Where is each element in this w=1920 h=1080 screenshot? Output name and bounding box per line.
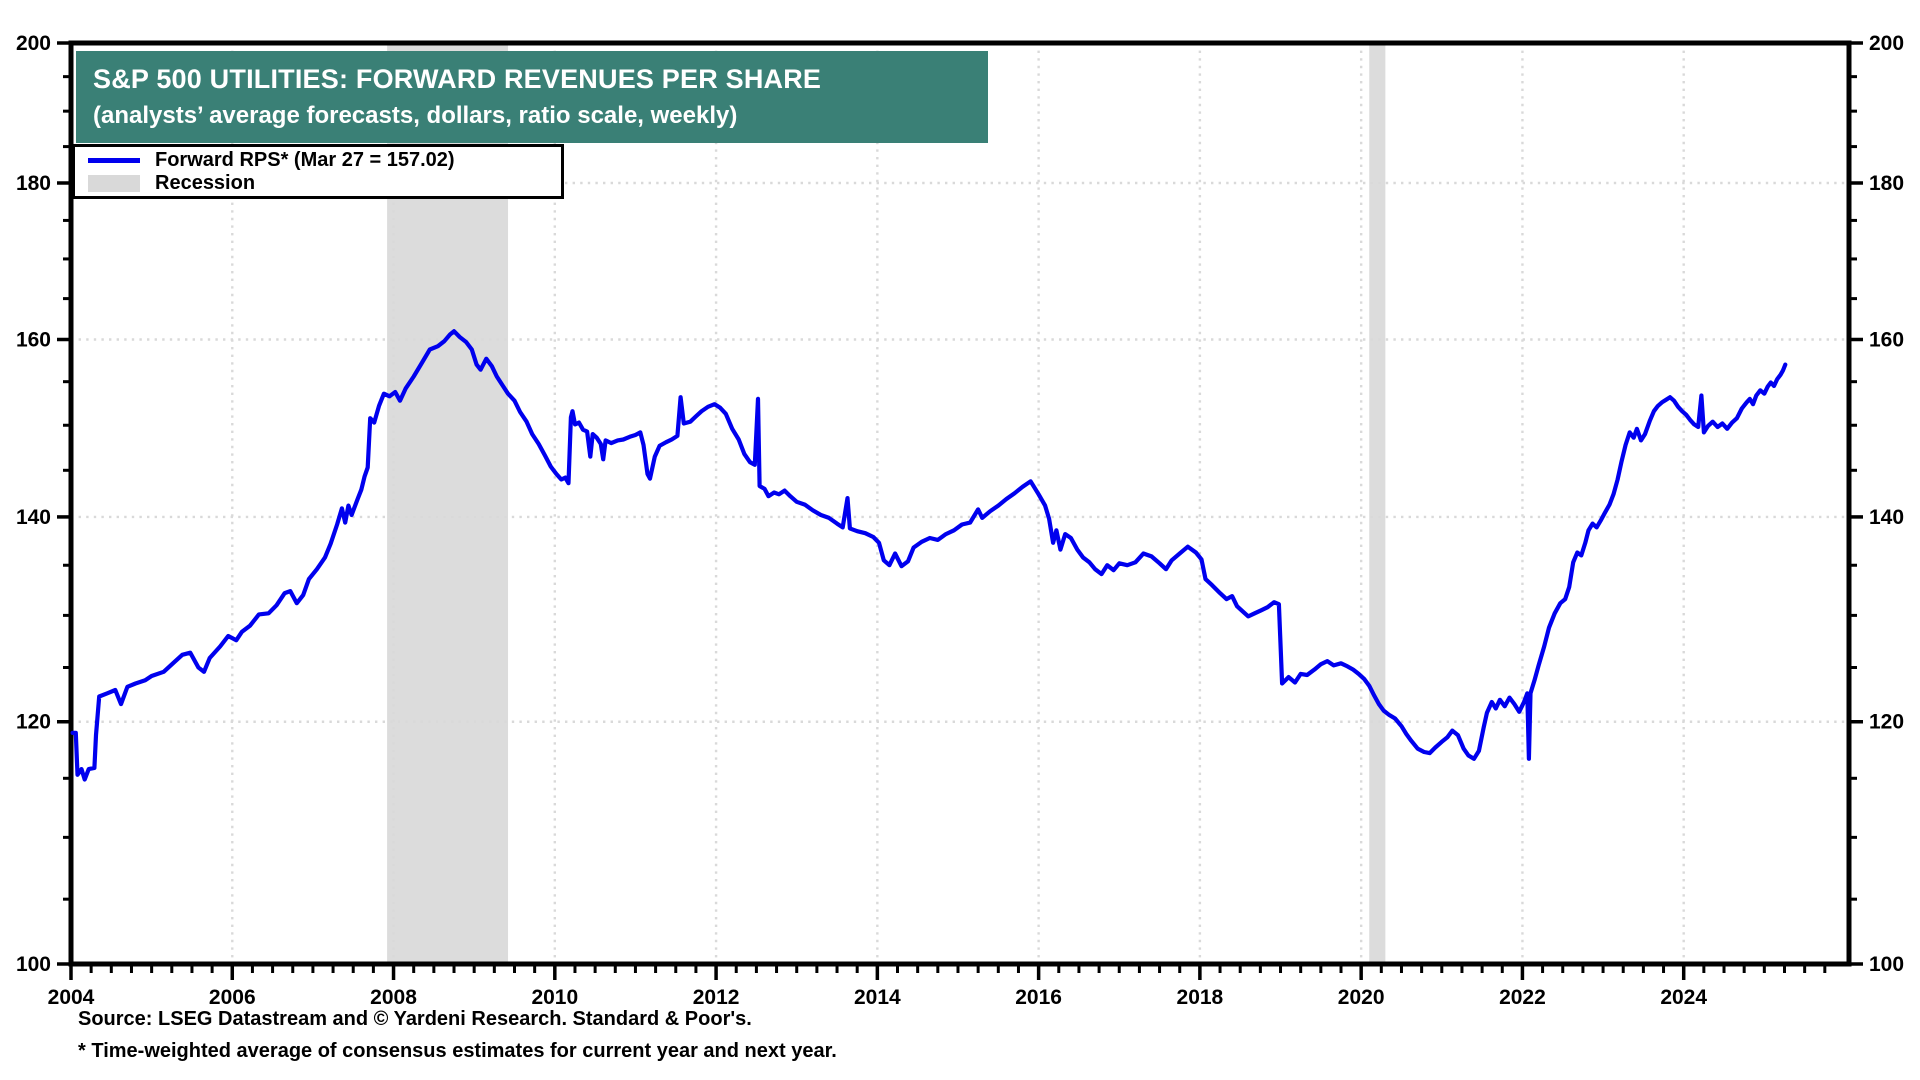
x-axis-label: 2004 (48, 986, 95, 1009)
y-axis-label-left: 160 (16, 328, 51, 351)
recession-band (1369, 43, 1386, 964)
y-axis-label-right: 120 (1869, 711, 1904, 734)
x-axis-label: 2024 (1660, 986, 1707, 1009)
source-note: Source: LSEG Datastream and © Yardeni Re… (78, 1008, 752, 1030)
plot-frame (68, 40, 1852, 967)
y-axis-label-left: 100 (16, 953, 51, 976)
forward-rps-line (70, 329, 1788, 782)
page-title: S&P 500 UTILITIES: FORWARD REVENUES PER … (93, 64, 822, 94)
recession-band-swatch (88, 174, 140, 192)
y-axis-label-left: 200 (16, 32, 51, 55)
footnote: * Time-weighted average of consensus est… (78, 1040, 837, 1062)
x-axis-label: 2006 (209, 986, 256, 1009)
y-axis-label-left: 120 (16, 711, 51, 734)
y-axis-label-left: 180 (16, 172, 51, 195)
x-axis-label: 2020 (1338, 986, 1385, 1009)
y-axis-label-right: 200 (1869, 32, 1904, 55)
chart-title-box: S&P 500 UTILITIES: FORWARD REVENUES PER … (76, 51, 988, 143)
x-axis-label: 2014 (854, 986, 901, 1009)
y-axis-label-right: 180 (1869, 172, 1904, 195)
page-subtitle: (analysts’ average forecasts, dollars, r… (93, 102, 738, 129)
x-axis-label: 2010 (531, 986, 578, 1009)
legend-item-forward-rps: Forward RPS* (Mar 27 = 157.02) (88, 150, 561, 170)
y-axis-label-right: 100 (1869, 953, 1904, 976)
y-axis-label-right: 160 (1869, 328, 1904, 351)
forward-rps-line-swatch (88, 157, 140, 163)
axis-labels: 100 100 120 120 140 140 160 160 180 180 200 200 2004… (16, 32, 1904, 1009)
x-axis-label: 2022 (1499, 986, 1546, 1009)
recession-label: Recession (155, 172, 256, 194)
legend-item-recession: Recession (88, 173, 561, 193)
x-axis-label: 2012 (693, 986, 740, 1009)
legend: Forward RPS* (Mar 27 = 157.02) Recession (72, 144, 564, 199)
y-axis-label-right: 140 (1869, 506, 1904, 529)
forward-rps-label: Forward RPS* (Mar 27 = 157.02) (155, 149, 455, 171)
y-axis-label-left: 140 (16, 506, 51, 529)
x-axis-label: 2016 (1015, 986, 1062, 1009)
x-axis-label: 2008 (370, 986, 417, 1009)
x-axis-label: 2018 (1177, 986, 1224, 1009)
